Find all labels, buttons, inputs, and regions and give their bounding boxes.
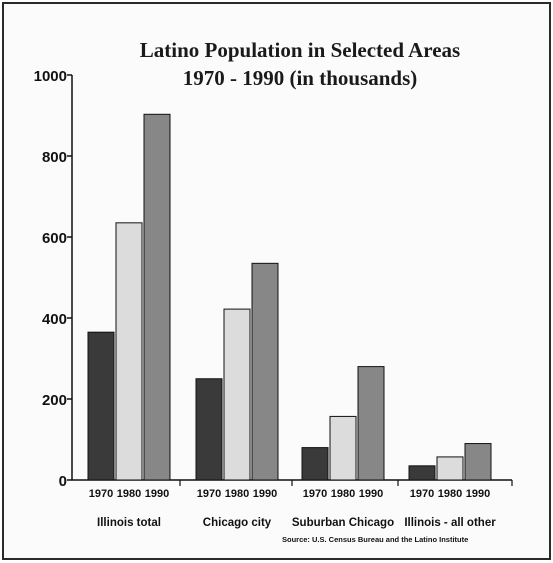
x-tick-label: 1980 xyxy=(331,488,355,500)
chart-title-line-1: Latino Population in Selected Areas xyxy=(139,38,461,62)
y-tick-label: 800 xyxy=(42,149,67,166)
bar xyxy=(251,262,279,481)
x-tick-label: 1970 xyxy=(303,488,327,500)
bar xyxy=(87,331,115,481)
category-label: Illinois - all other xyxy=(404,517,496,529)
category-label: Chicago city xyxy=(203,517,272,529)
y-tick-label: 600 xyxy=(42,230,67,247)
bar xyxy=(301,447,329,481)
x-tick-label: 1990 xyxy=(145,488,169,500)
x-tick-label: 1990 xyxy=(253,488,277,500)
y-tick-label: 400 xyxy=(42,311,67,328)
bar xyxy=(195,378,223,481)
bar xyxy=(436,456,464,481)
bar xyxy=(357,366,385,481)
x-tick-label: 1990 xyxy=(359,488,383,500)
x-tick-label: 1970 xyxy=(410,488,434,500)
bar xyxy=(143,113,171,481)
bar xyxy=(329,415,357,481)
x-tick-label: 1980 xyxy=(438,488,462,500)
x-tick-label: 1970 xyxy=(197,488,221,500)
y-tick-label: 0 xyxy=(59,473,67,490)
chart-title: Latino Population in Selected Areas 1970… xyxy=(100,36,500,92)
bar xyxy=(223,308,251,481)
bar xyxy=(408,465,436,481)
x-tick-label: 1970 xyxy=(89,488,113,500)
category-label: Illinois total xyxy=(97,517,161,529)
y-tick-label: 200 xyxy=(42,392,67,409)
y-tick-label: 1000 xyxy=(34,68,67,85)
x-tick-label: 1980 xyxy=(117,488,141,500)
chart-title-line-2: 1970 - 1990 (in thousands) xyxy=(182,66,418,90)
bar xyxy=(464,443,492,481)
x-tick-label: 1990 xyxy=(466,488,490,500)
category-label: Suburban Chicago xyxy=(292,517,394,529)
x-tick-label: 1980 xyxy=(225,488,249,500)
bar xyxy=(115,222,143,481)
source-note: Source: U.S. Census Bureau and the Latin… xyxy=(282,535,468,544)
